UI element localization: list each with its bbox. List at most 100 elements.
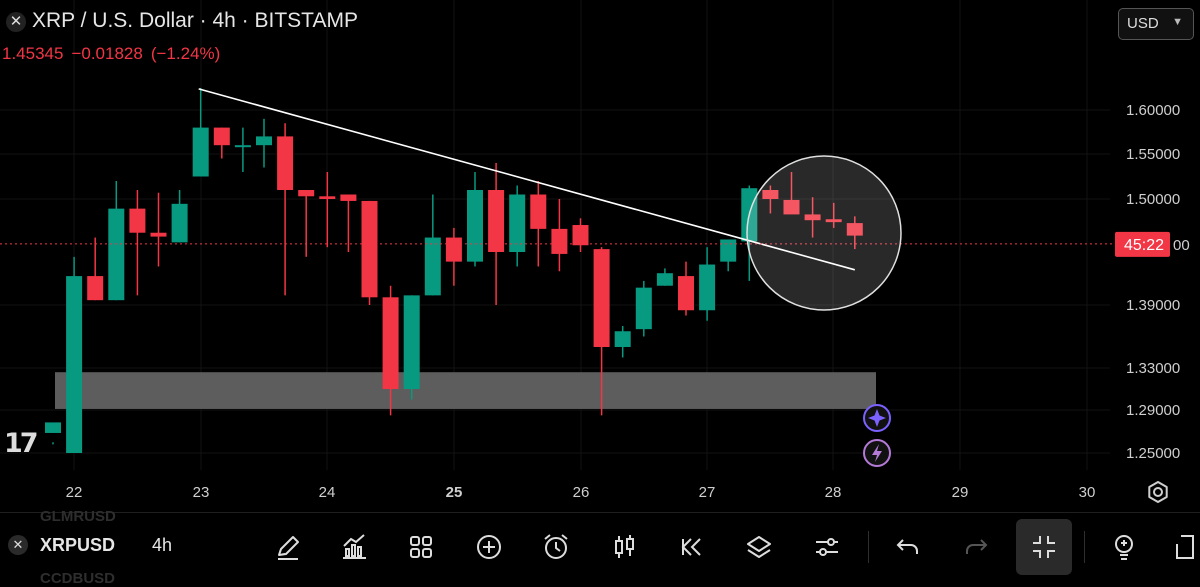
support-zone [55, 372, 876, 409]
price-tick: 1.33000 [1126, 360, 1180, 377]
last-price: 1.45345 [2, 44, 64, 63]
price-axis: 1.60000 1.55000 1.50000 1.39000 1.33000 1.290… [1115, 102, 1190, 462]
candle-body [66, 276, 83, 453]
price-tick: 1.25000 [1126, 445, 1180, 462]
candle-body [87, 276, 104, 301]
candle-body [424, 237, 441, 296]
currency-select[interactable]: USD ▼ [1118, 8, 1194, 40]
support-zone-rect [55, 372, 876, 409]
indicators-icon[interactable] [334, 527, 374, 567]
candle-body [340, 194, 357, 201]
price-chart[interactable]: 1.60000 1.55000 1.50000 1.39000 1.33000 1.290… [0, 0, 1200, 510]
symbol-button[interactable]: XRPUSD [40, 535, 116, 555]
currency-value: USD [1127, 15, 1159, 32]
alarm-icon[interactable] [536, 527, 576, 567]
annotation-layer [0, 88, 1112, 311]
candle-body [467, 190, 483, 262]
candle-body [783, 199, 800, 215]
candle-body [171, 203, 188, 243]
layers-icon[interactable] [739, 527, 779, 567]
time-tick: 23 [193, 484, 210, 501]
gear-icon[interactable] [1146, 480, 1170, 504]
price-tick: 1.29000 [1126, 402, 1180, 419]
candle-body [382, 297, 399, 389]
plus-icon[interactable] [469, 527, 509, 567]
current-price-badge [1115, 231, 1170, 257]
sliders-icon[interactable] [807, 527, 847, 567]
time-tick: 27 [699, 484, 716, 501]
toolbar-separator [1084, 531, 1085, 563]
candle-body [256, 136, 272, 146]
time-tick: 30 [1079, 484, 1096, 501]
candle-body [509, 194, 526, 252]
price-tick-partial: 00 [1173, 237, 1190, 254]
quote-line: 1.45345 −0.01828 (−1.24%) [2, 44, 228, 64]
candle-body [488, 190, 505, 252]
chart-grid [0, 0, 1110, 470]
candle-body [445, 237, 462, 262]
star-shape [868, 409, 886, 427]
watchlist-ghost-top: GLMRUSD [40, 508, 116, 525]
candle-body [635, 287, 652, 330]
candle-body [804, 214, 821, 221]
candles-icon[interactable] [604, 527, 644, 567]
candle-body [192, 127, 209, 177]
highlight-circle [746, 155, 902, 311]
candle-body [551, 228, 568, 254]
time-tick: 26 [573, 484, 590, 501]
price-change: −0.01828 [71, 44, 143, 63]
flash-shape [872, 444, 882, 462]
time-tick: 22 [66, 484, 83, 501]
candles-layer [45, 88, 863, 453]
replay-icon[interactable] [671, 527, 711, 567]
time-tick: 25 [446, 484, 463, 501]
time-axis: 22 23 24 25 26 27 28 29 30 [66, 484, 1096, 501]
candle-body [45, 422, 61, 433]
candle-body [361, 200, 378, 298]
time-tick: 24 [319, 484, 336, 501]
chevron-down-icon: ▼ [1172, 16, 1183, 28]
candle-body [846, 223, 863, 236]
price-tick: 1.50000 [1126, 191, 1180, 208]
watchlist-ghost-bottom: CCDBUSD [40, 570, 115, 587]
candle-body [234, 145, 251, 148]
close-icon[interactable]: ✕ [6, 12, 26, 32]
candle-body [277, 136, 294, 190]
price-tick: 1.39000 [1126, 297, 1180, 314]
candle-body [593, 249, 610, 347]
bottom-toolbar: GLMRUSD CCDBUSD ✕ XRPUSD 4h [0, 508, 1200, 587]
candle-body [678, 276, 694, 311]
candle-body [720, 239, 737, 262]
collapse-icon[interactable] [1016, 519, 1072, 575]
chart-title: XRP / U.S. Dollar · 4h · BITSTAMP [32, 9, 358, 32]
candle-body [699, 264, 716, 311]
candle-body [403, 295, 420, 389]
price-tick: 1.60000 [1126, 102, 1180, 119]
time-tick: 29 [952, 484, 969, 501]
candle-body [825, 219, 842, 223]
timeframe-button[interactable]: 4h [152, 535, 173, 555]
candle-body [319, 196, 336, 199]
idea-icon[interactable] [1104, 527, 1144, 567]
candle-body [614, 331, 631, 347]
candle-body [150, 232, 167, 237]
share-icon[interactable] [1164, 527, 1200, 567]
grid-icon[interactable] [401, 527, 441, 567]
candle-body [129, 208, 146, 233]
candle-body [108, 208, 125, 301]
countdown-label: 45:22 [1124, 237, 1164, 254]
close-symbol-icon[interactable]: ✕ [8, 535, 28, 555]
candle-body [213, 127, 230, 146]
chart-floating-buttons[interactable] [863, 404, 891, 467]
price-tick: 1.55000 [1126, 146, 1180, 163]
redo-icon[interactable] [956, 527, 996, 567]
tradingview-logo: 17 [4, 428, 39, 459]
pencil-icon[interactable] [268, 527, 308, 567]
candle-body [762, 190, 779, 199]
candle-body [530, 194, 547, 229]
undo-icon[interactable] [888, 527, 928, 567]
candle-body [572, 225, 589, 246]
candle-body [656, 273, 673, 286]
chart-header: ✕ XRP / U.S. Dollar · 4h · BITSTAMP 1.45… [0, 0, 700, 70]
candle-body [298, 190, 315, 197]
